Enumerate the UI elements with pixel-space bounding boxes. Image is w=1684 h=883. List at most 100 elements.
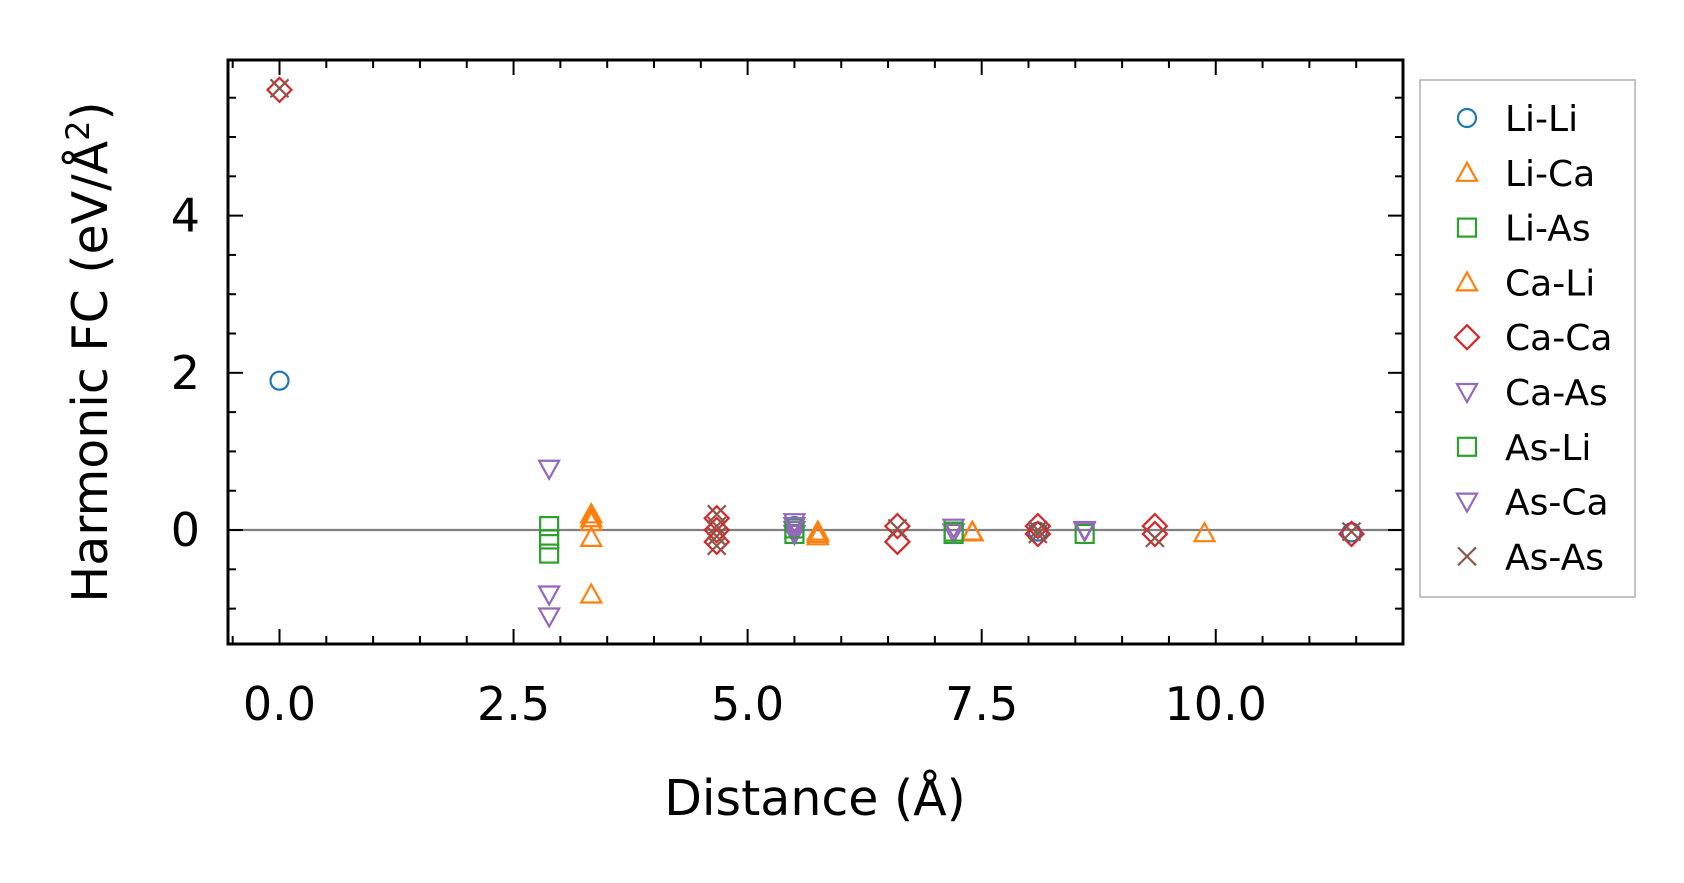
- legend-item-as-li: As-Li: [1456, 428, 1591, 469]
- data-point-as-as: [269, 78, 290, 99]
- x-tick-labels: 0.0 2.5 5.0 7.5 10.0: [243, 677, 1267, 731]
- legend-label: As-Ca: [1505, 483, 1609, 524]
- x-stroke: [887, 518, 908, 539]
- data-point-ca-as: [782, 513, 807, 535]
- legend-marker: [1455, 160, 1479, 182]
- data-point-as-as: [1341, 521, 1362, 542]
- x-stroke: [1457, 546, 1477, 567]
- series-as-ca: [782, 516, 1097, 543]
- series-li-li: [269, 370, 1362, 543]
- series-ca-li: [579, 505, 985, 544]
- data-point-li-as: [539, 515, 560, 537]
- legend-item-as-as: As-As: [1457, 537, 1604, 578]
- axis-ticks: [228, 60, 1404, 644]
- x-stroke: [1028, 520, 1048, 540]
- data-point-as-ca: [1072, 520, 1097, 543]
- legend-marker: [1456, 217, 1478, 238]
- legend-label: Ca-Li: [1505, 263, 1595, 304]
- data-point-as-as: [1145, 528, 1165, 548]
- legend-item-as-ca: As-Ca: [1455, 483, 1609, 524]
- data-point-as-as: [1028, 520, 1048, 540]
- legend-label: Ca-Ca: [1505, 318, 1612, 359]
- data-point-ca-li: [960, 520, 985, 542]
- data-point-ca-as: [537, 585, 562, 607]
- legend-label: As-Li: [1505, 428, 1591, 469]
- legend-item-ca-ca: Ca-Ca: [1453, 318, 1612, 359]
- legend-marker: [1456, 107, 1478, 129]
- x-stroke: [1341, 521, 1362, 542]
- data-point-li-ca: [579, 525, 604, 547]
- data-point-ca-li: [805, 521, 830, 544]
- legend-label: Ca-As: [1505, 373, 1608, 414]
- y-tick-label: 4: [171, 189, 200, 243]
- data-point-li-as: [539, 543, 560, 564]
- data-point-ca-ca: [1024, 520, 1052, 548]
- data-point-li-ca: [579, 509, 604, 532]
- x-axis-label: Distance (Å): [664, 768, 966, 827]
- data-point-ca-ca: [1337, 520, 1366, 548]
- x-stroke: [269, 78, 290, 99]
- y-axis-label: Harmonic FC (eV/Å2): [59, 101, 119, 602]
- legend-item-li-as: Li-As: [1456, 209, 1591, 250]
- y-axis-label-end: ): [62, 101, 119, 120]
- y-axis-label-sup: 2: [59, 120, 97, 140]
- data-point-li-as: [539, 529, 560, 550]
- data-point-ca-as: [941, 518, 966, 540]
- data-point-as-li: [943, 521, 964, 542]
- y-axis-label-main: Harmonic FC (eV/Å: [60, 140, 119, 602]
- plot-frame: [226, 58, 1405, 646]
- legend-marker: [1455, 270, 1479, 292]
- legend-label: As-As: [1505, 537, 1604, 578]
- series-ca-ca: [265, 76, 1366, 556]
- data-point-li-li: [269, 370, 290, 391]
- x-stroke: [1028, 524, 1048, 544]
- x-tick-label: 10.0: [1165, 677, 1267, 731]
- legend-item-ca-as: Ca-As: [1455, 373, 1608, 414]
- legend-label: Li-Ca: [1505, 154, 1595, 195]
- data-points: [265, 76, 1366, 629]
- data-point-li-ca: [805, 524, 830, 546]
- legend-item-li-li: Li-Li: [1456, 99, 1578, 140]
- legend: Li-Li Li-Ca Li-As Ca-Li Ca-Ca Ca-As As-Li As-Ca…: [1419, 79, 1636, 598]
- data-point-as-as: [706, 526, 727, 547]
- data-point-li-ca: [805, 519, 830, 541]
- x-tick-label: 7.5: [945, 677, 1018, 731]
- data-point-as-as: [1028, 524, 1048, 544]
- data-point-ca-ca: [703, 516, 731, 544]
- data-point-li-ca: [579, 502, 604, 524]
- legend-item-ca-li: Ca-Li: [1455, 263, 1595, 304]
- x-stroke: [706, 526, 727, 547]
- legend-marker: [1455, 492, 1479, 514]
- data-point-ca-ca: [1141, 512, 1169, 540]
- legend-marker: [1455, 382, 1479, 405]
- x-tick-label: 0.0: [243, 677, 316, 731]
- legend-marker: [1457, 546, 1477, 567]
- data-point-as-as: [706, 516, 727, 536]
- data-point-li-ca: [579, 582, 604, 604]
- data-point-ca-ca: [883, 512, 911, 540]
- y-tick-label: 0: [171, 503, 200, 557]
- data-point-ca-as: [537, 459, 562, 481]
- legend-marker: [1453, 323, 1481, 351]
- data-point-li-ca: [1192, 520, 1217, 543]
- y-tick-label: 2: [171, 346, 200, 400]
- x-stroke: [1145, 528, 1165, 548]
- x-tick-label: 5.0: [711, 677, 784, 731]
- data-point-ca-as: [537, 607, 562, 629]
- y-tick-labels: 0 2 4: [171, 189, 200, 557]
- x-stroke: [706, 516, 727, 536]
- data-point-ca-as: [941, 523, 966, 545]
- data-point-ca-as: [782, 520, 807, 543]
- legend-label: Li-As: [1505, 209, 1591, 250]
- series-as-as: [269, 78, 1362, 556]
- data-point-ca-ca: [265, 76, 294, 104]
- data-point-as-as: [887, 518, 908, 539]
- x-tick-label: 2.5: [477, 677, 550, 731]
- data-point-ca-li: [579, 505, 604, 528]
- data-point-as-as: [706, 535, 727, 556]
- data-point-as-ca: [782, 516, 807, 539]
- legend-marker: [1456, 436, 1478, 457]
- data-point-ca-ca: [1141, 520, 1169, 548]
- legend-label: Li-Li: [1505, 99, 1578, 140]
